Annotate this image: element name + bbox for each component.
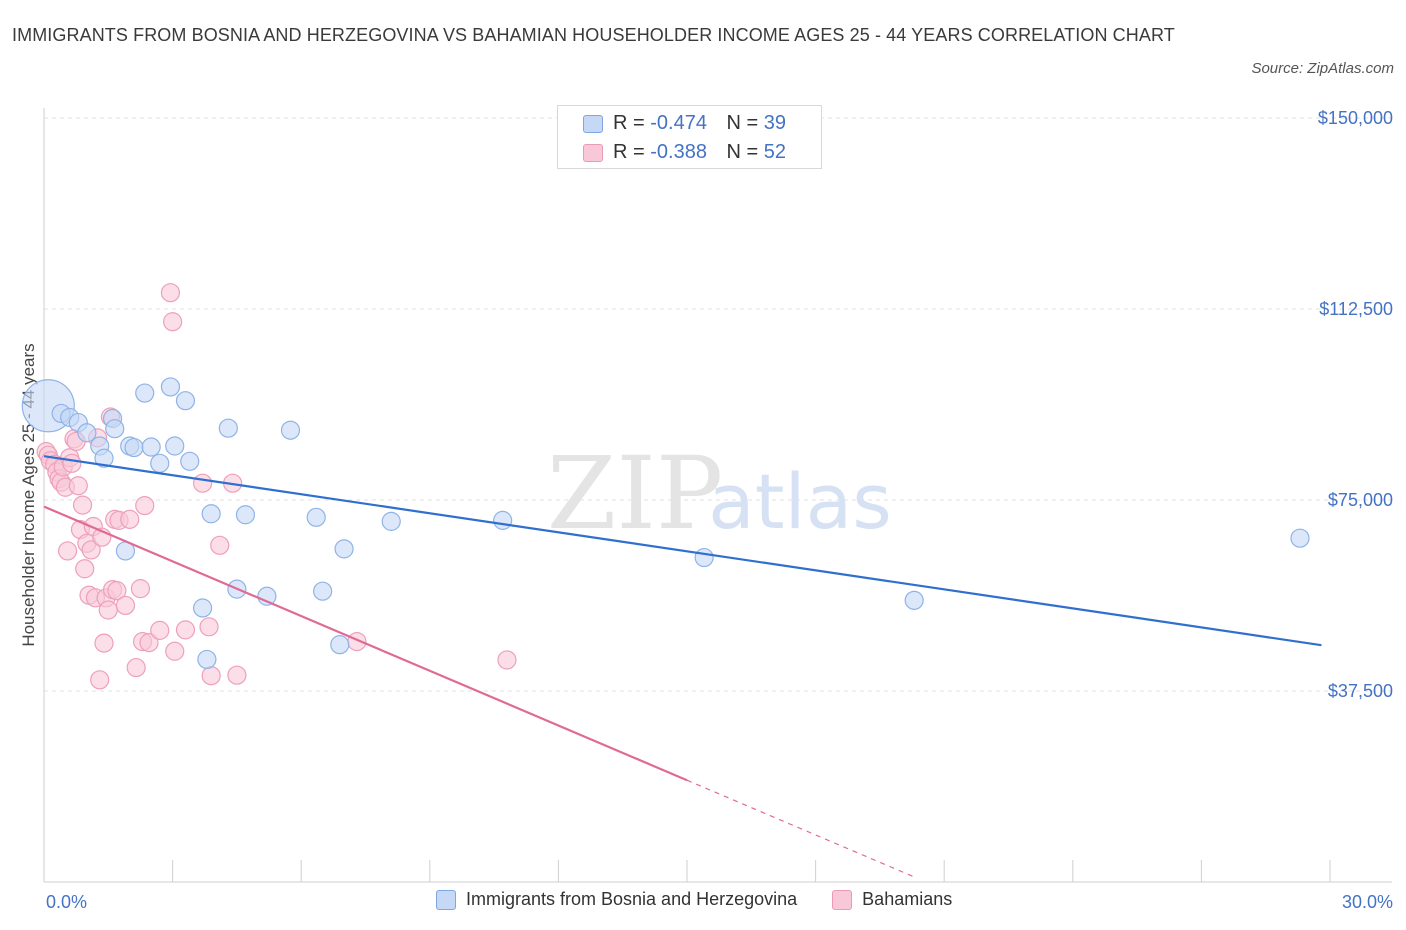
bosnia-point [493, 510, 513, 530]
bahamians-point [165, 641, 185, 661]
bahamians-point [94, 633, 114, 653]
legend-label-bahamians: Bahamians [862, 889, 953, 909]
legend-row-bahamians: R = -0.388 N = 52 [583, 141, 786, 167]
bahamians-point [81, 540, 101, 560]
bahamians-point [199, 617, 219, 637]
axes [43, 108, 1392, 883]
legend-r-label: R = [613, 141, 645, 163]
legend-r-value: -0.474 [650, 112, 707, 134]
bahamians-point [68, 476, 88, 496]
legend-swatch-pink [832, 890, 853, 911]
bahamians-point [90, 670, 110, 690]
bahamians-point [57, 541, 78, 561]
bahamians-point [72, 495, 93, 515]
legend-r-value: -0.388 [650, 141, 707, 163]
bosnia-point [77, 423, 97, 443]
legend-n-value: 39 [763, 112, 787, 134]
bahamians-point [175, 620, 196, 640]
trend-lines [43, 455, 1322, 878]
bosnia-point [313, 581, 333, 601]
bosnia-point [197, 649, 217, 670]
bahamians-point [139, 633, 159, 653]
bosnia-point [160, 377, 181, 397]
bosnia-trend-line [43, 455, 1322, 647]
series-legend: Immigrants from Bosnia and Herzegovina B… [436, 889, 982, 911]
bosnia-point [175, 391, 196, 411]
y-axis-labels: $37,500 $75,000 $112,500 $150,000 [1318, 108, 1393, 701]
legend-r-label: R = [613, 112, 645, 134]
bosnia-point [381, 511, 401, 531]
correlation-legend: R = -0.474 N = 39 R = -0.388 N = 52 [557, 105, 822, 169]
legend-label-bosnia: Immigrants from Bosnia and Herzegovina [466, 889, 798, 909]
bosnia-point [306, 507, 326, 527]
bosnia-point [904, 590, 924, 610]
bahamians-trend-extension [686, 779, 915, 878]
bosnia-point [235, 505, 256, 525]
x-axis-labels: 0.0% 30.0% [46, 892, 1393, 912]
bahamians-point [210, 535, 230, 555]
bosnia-point [180, 451, 200, 471]
bosnia-point [105, 419, 125, 439]
y-tick-label: $75,000 [1328, 490, 1393, 510]
bosnia-point [141, 437, 161, 457]
legend-n-value: 52 [763, 141, 787, 163]
source-label: Source: ZipAtlas.com [1251, 60, 1394, 77]
bahamians-point [135, 496, 155, 516]
series-bosnia-points [21, 377, 1310, 670]
gridlines [44, 117, 1392, 692]
bahamians-point [227, 665, 247, 685]
bosnia-point [330, 635, 350, 655]
bosnia-point [694, 547, 714, 568]
bosnia-point [193, 598, 213, 618]
legend-item-bosnia: Immigrants from Bosnia and Herzegovina [436, 889, 798, 911]
x-tick-label: 0.0% [46, 892, 87, 912]
bahamians-point [201, 666, 221, 686]
bosnia-point [94, 448, 114, 468]
legend-swatch-blue [583, 114, 603, 133]
legend-swatch-pink [583, 143, 603, 162]
bosnia-point [201, 504, 221, 524]
bahamians-point [115, 595, 136, 616]
y-tick-label: $37,500 [1328, 681, 1393, 701]
y-tick-label: $112,500 [1319, 299, 1393, 319]
bahamians-point [130, 579, 151, 599]
bahamians-point [107, 581, 127, 601]
watermark-atlas: atlas [708, 457, 892, 546]
y-tick-label: $150,000 [1318, 108, 1393, 128]
legend-row-bosnia: R = -0.474 N = 39 [583, 112, 786, 138]
bosnia-point [1290, 528, 1310, 548]
bahamians-trend-line [43, 505, 688, 782]
bahamians-point [75, 559, 95, 579]
bosnia-point [334, 539, 354, 559]
bosnia-point [280, 420, 301, 440]
watermark-zip: ZIP [547, 435, 723, 552]
legend-swatch-blue [436, 890, 456, 911]
bosnia-point [165, 436, 185, 456]
bahamians-point [150, 620, 170, 640]
bahamians-point [98, 600, 118, 620]
series-bahamians-points [36, 283, 517, 690]
bosnia-point [124, 437, 144, 458]
x-tick-label: 30.0% [1342, 892, 1393, 912]
bahamians-point [193, 473, 213, 493]
bahamians-point [62, 453, 82, 473]
chart-title: IMMIGRANTS FROM BOSNIA AND HERZEGOVINA V… [12, 25, 1175, 45]
bahamians-point [497, 650, 517, 670]
bosnia-point [218, 418, 238, 438]
legend-item-bahamians: Bahamians [832, 889, 953, 911]
legend-n-label: N = [726, 141, 759, 163]
watermark: ZIP atlas [547, 435, 892, 552]
bosnia-point [150, 453, 170, 473]
bosnia-point [257, 586, 277, 606]
bahamians-point [120, 509, 140, 529]
bahamians-point [126, 657, 146, 678]
legend-n-label: N = [726, 112, 759, 134]
bahamians-point [160, 283, 181, 303]
bahamians-point [163, 312, 183, 332]
bosnia-point [135, 383, 155, 403]
